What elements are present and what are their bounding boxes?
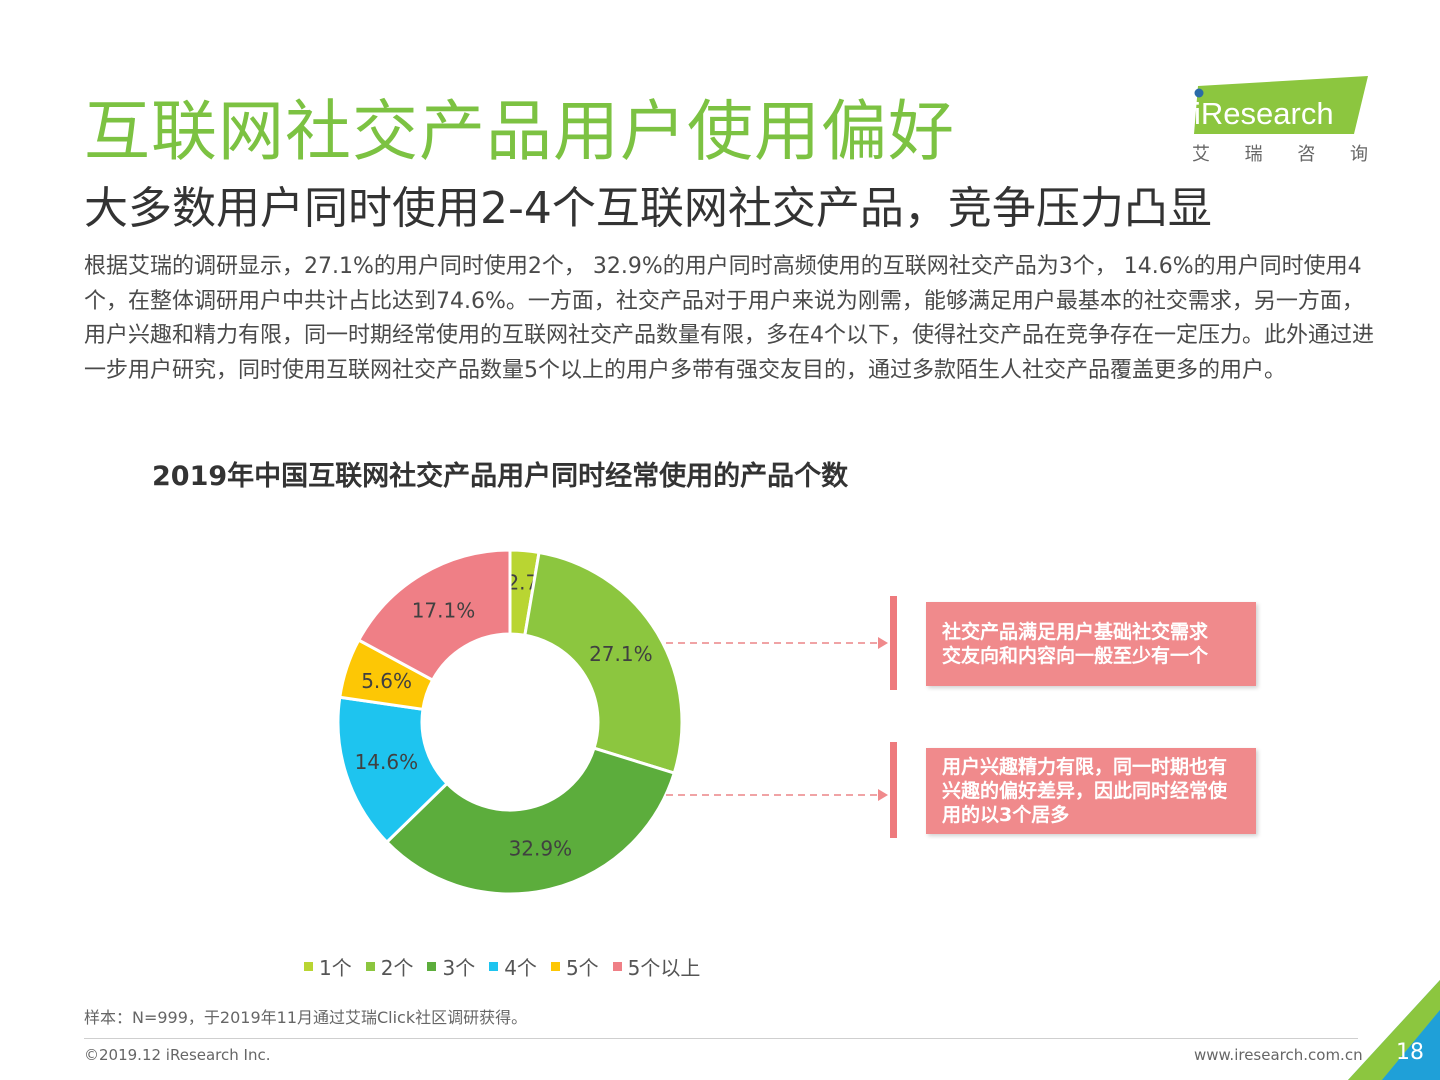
logo-text: iResearch bbox=[1194, 96, 1334, 131]
annotation-bar bbox=[890, 596, 897, 690]
donut-chart: 2.7%27.1%32.9%14.6%5.6%17.1% bbox=[336, 548, 684, 896]
donut-slice bbox=[356, 548, 512, 683]
annotation-line: 交友向和内容向一般至少有一个 bbox=[942, 645, 1209, 667]
page-number: 18 bbox=[1396, 1040, 1424, 1065]
page-subtitle: 大多数用户同时使用2-4个互联网社交产品，竞争压力凸显 bbox=[84, 183, 1212, 234]
legend-item: 4个 bbox=[489, 952, 537, 981]
legend-label: 3个 bbox=[442, 956, 476, 980]
slice-label: 32.9% bbox=[509, 836, 573, 860]
annotation-box-2: 用户兴趣精力有限，同一时期也有 兴趣的偏好差异，因此同时经常使 用的以3个居多 bbox=[926, 748, 1256, 834]
legend-label: 4个 bbox=[504, 956, 537, 980]
annotations: 社交产品满足用户基础社交需求 交友向和内容向一般至少有一个 用户兴趣精力有限，同… bbox=[660, 590, 1300, 850]
legend-item: 3个 bbox=[427, 952, 475, 981]
legend-label: 5个 bbox=[565, 956, 599, 980]
annotation-line: 用户兴趣精力有限，同一时期也有 bbox=[942, 756, 1228, 778]
legend-label: 2个 bbox=[380, 956, 414, 980]
body-paragraph: 根据艾瑞的调研显示，27.1%的用户同时使用2个， 32.9%的用户同时高频使用… bbox=[84, 254, 1375, 383]
legend-label: 1个 bbox=[319, 956, 352, 980]
footer-divider bbox=[84, 1038, 1358, 1039]
logo-sub-char: 咨 bbox=[1297, 144, 1316, 165]
legend-swatch bbox=[304, 962, 313, 971]
iresearch-logo: iResearch bbox=[1194, 76, 1368, 134]
sample-footnote: 样本：N=999，于2019年11月通过艾瑞Click社区调研获得。 bbox=[84, 1008, 528, 1027]
legend-swatch bbox=[612, 962, 622, 971]
legend-swatch bbox=[550, 962, 560, 971]
annotation-line: 用的以3个居多 bbox=[942, 804, 1070, 826]
logo-sub-char: 艾 bbox=[1192, 144, 1210, 165]
chart-legend: 1个 2个 3个 4个 5个 5个以上 bbox=[304, 952, 700, 981]
annotation-bar bbox=[890, 742, 897, 838]
dashed-arrow-icon bbox=[666, 637, 888, 649]
copyright: ©2019.12 iResearch Inc. bbox=[84, 1046, 271, 1064]
slice-label: 5.6% bbox=[361, 669, 412, 693]
page-title: 互联网社交产品用户使用偏好 bbox=[84, 93, 955, 170]
legend-item: 2个 bbox=[365, 952, 414, 981]
website-link[interactable]: www.iresearch.com.cn bbox=[1194, 1046, 1363, 1064]
legend-item: 5个 bbox=[550, 952, 599, 981]
logo-subtitle: 艾 瑞 咨 询 bbox=[1192, 140, 1368, 166]
legend-label: 5个以上 bbox=[627, 956, 701, 980]
legend-swatch bbox=[489, 962, 499, 971]
donut-slice bbox=[523, 550, 684, 775]
dashed-arrow-icon bbox=[666, 789, 888, 801]
annotation-line: 兴趣的偏好差异，因此同时经常使 bbox=[942, 780, 1228, 802]
chart-title: 2019年中国互联网社交产品用户同时经常使用的产品个数 bbox=[152, 461, 849, 492]
annotation-box-1: 社交产品满足用户基础社交需求 交友向和内容向一般至少有一个 bbox=[926, 602, 1256, 686]
legend-item: 1个 bbox=[304, 952, 352, 981]
slice-label: 27.1% bbox=[589, 642, 653, 666]
annotation-line: 社交产品满足用户基础社交需求 bbox=[942, 621, 1209, 643]
donut-slice bbox=[384, 746, 677, 896]
legend-swatch bbox=[427, 962, 437, 971]
corner-decoration-icon bbox=[1348, 980, 1440, 1080]
logo-sub-char: 询 bbox=[1349, 144, 1368, 165]
slice-label: 14.6% bbox=[355, 750, 419, 774]
logo-sub-char: 瑞 bbox=[1244, 144, 1263, 165]
legend-swatch bbox=[365, 962, 375, 971]
legend-item: 5个以上 bbox=[612, 952, 701, 981]
slice-label: 17.1% bbox=[412, 598, 476, 622]
